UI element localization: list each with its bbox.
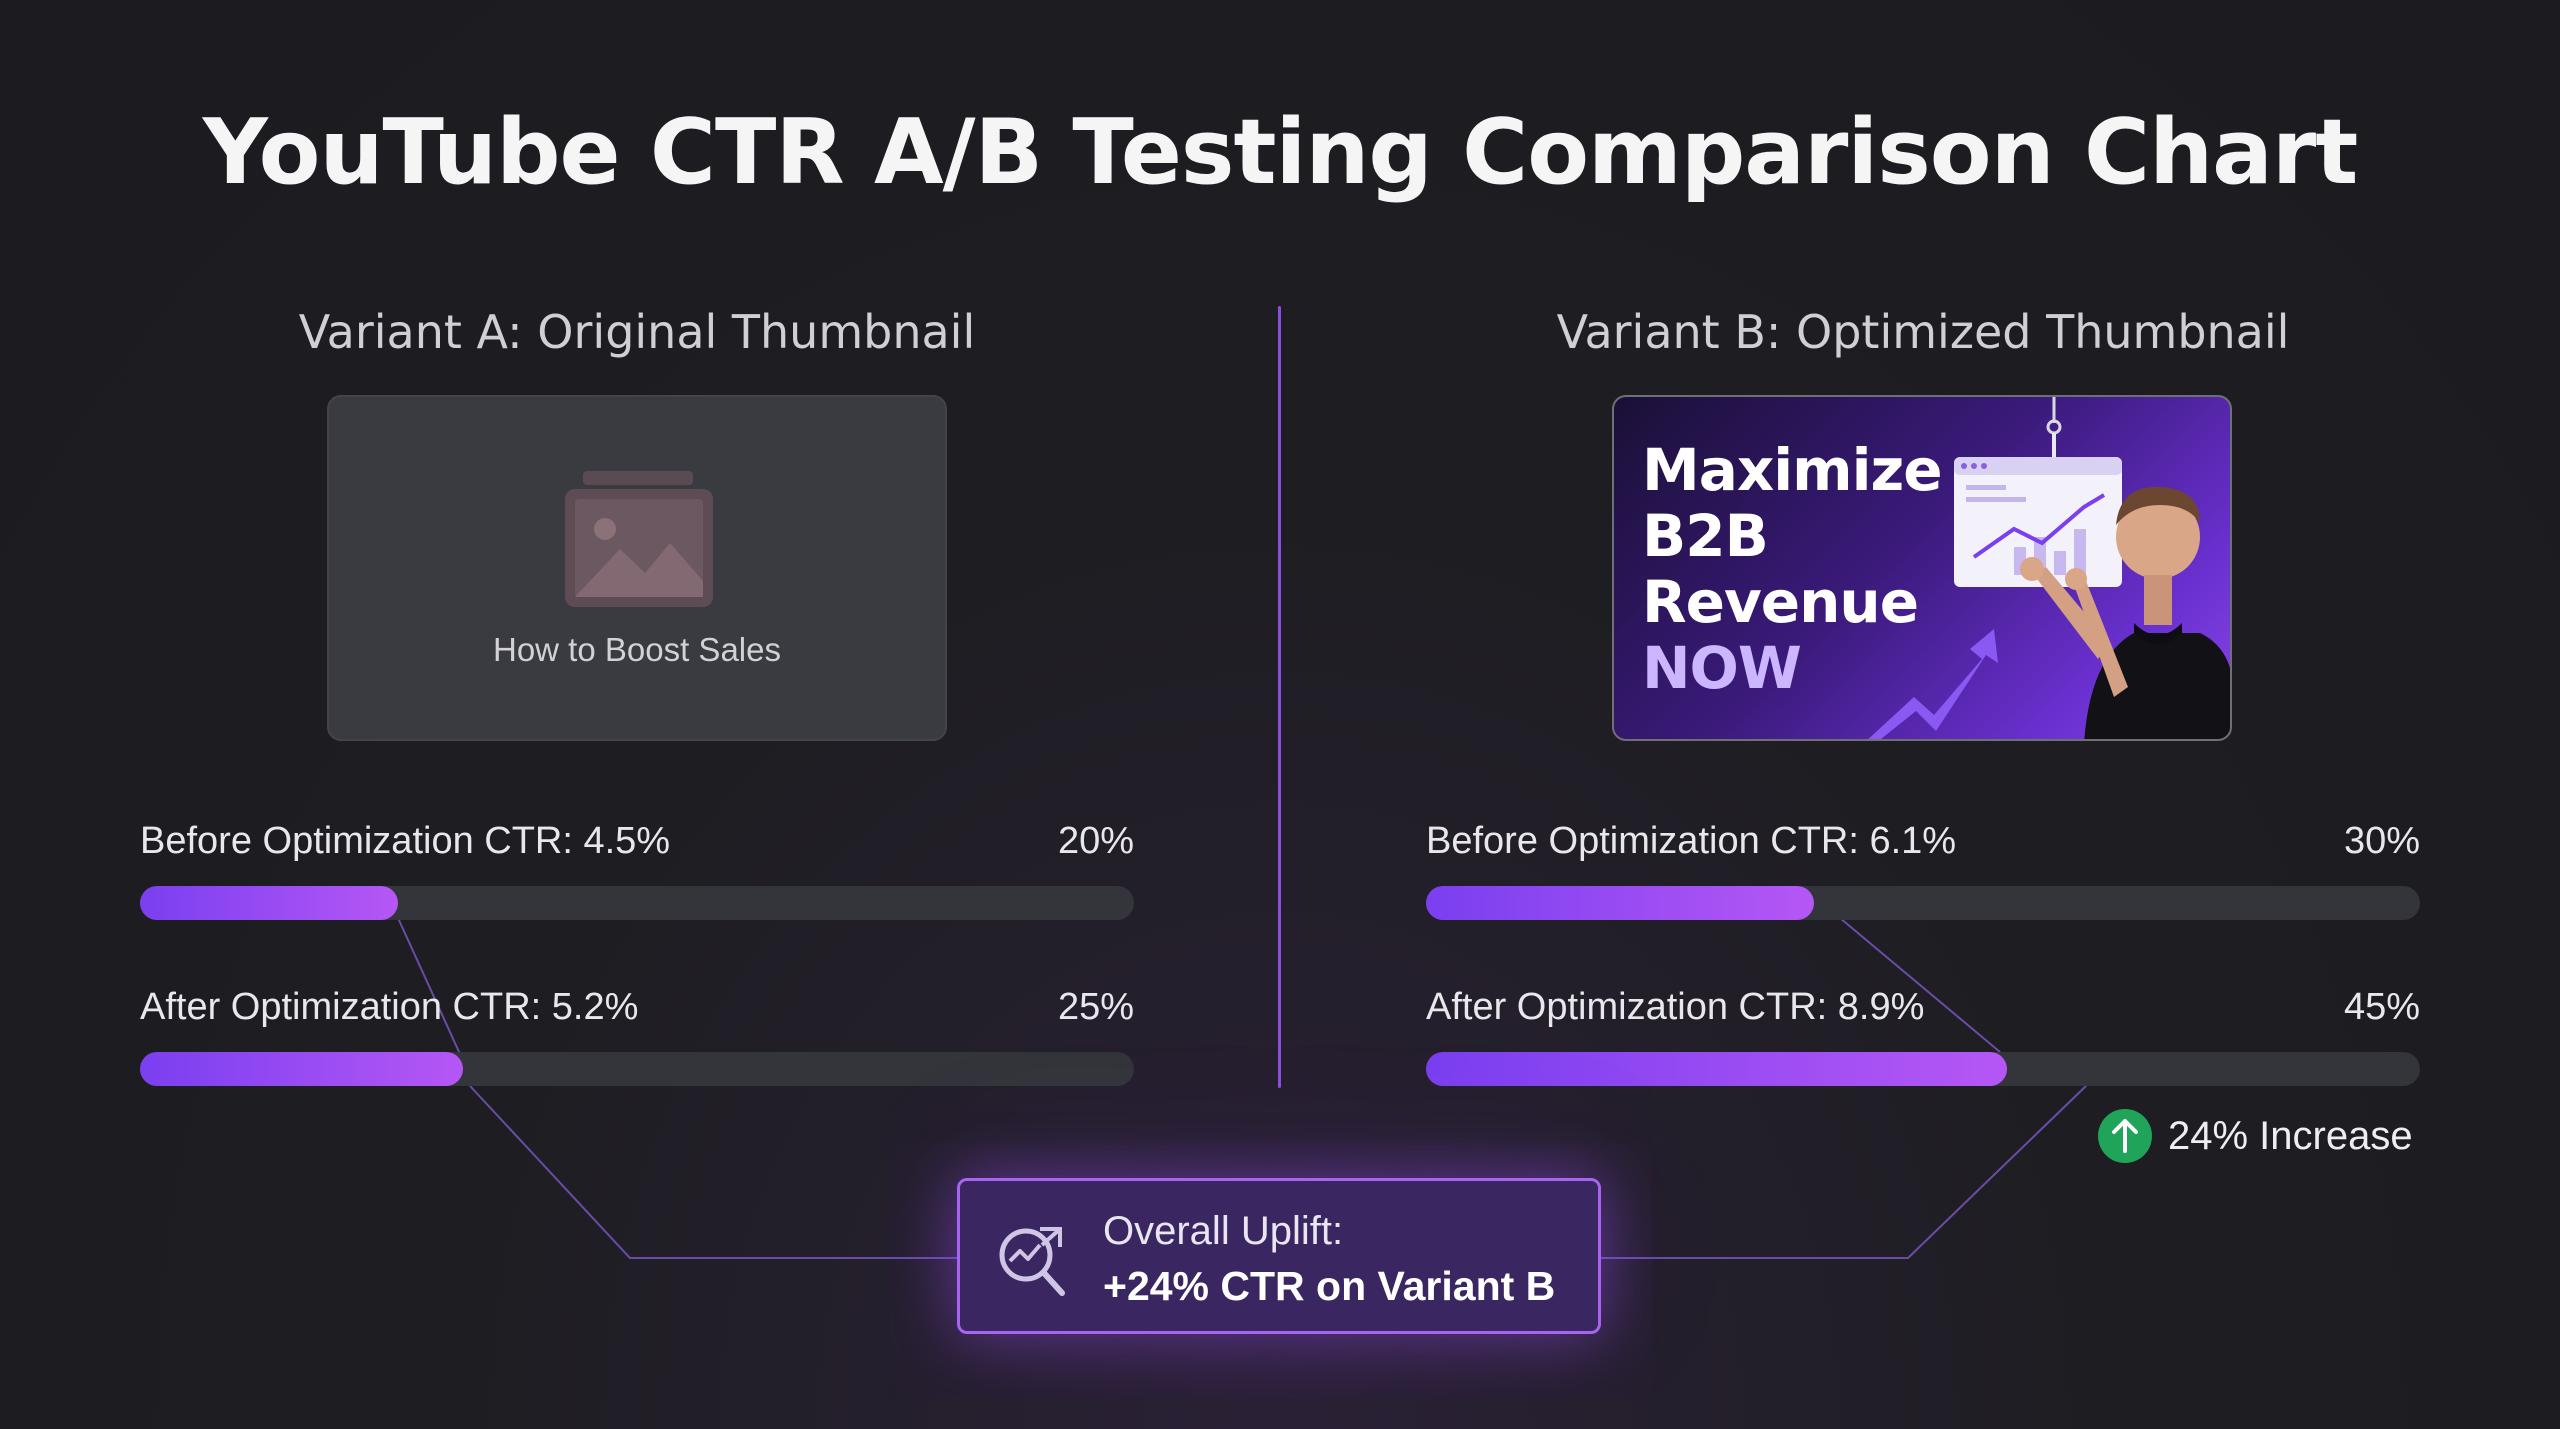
uplift-heading: Overall Uplift:	[1103, 1209, 1344, 1253]
a-after-value: 25%	[1057, 986, 1134, 1028]
b-after-label: After Optimization CTR: 8.9%	[1426, 986, 1925, 1028]
b-after-track	[1426, 1052, 2420, 1086]
connector-a-before	[397, 917, 471, 1077]
connector-b-after	[1601, 1085, 2087, 1259]
image-placeholder-icon	[565, 471, 713, 612]
b-before-track	[1426, 886, 2420, 920]
a-before-label: Before Optimization CTR: 4.5%	[140, 820, 671, 862]
a-after-label: After Optimization CTR: 5.2%	[140, 986, 639, 1028]
thumbnail-text-line-2: B2B	[1642, 502, 1769, 570]
a-after-track	[140, 1052, 1134, 1086]
arrow-up-icon	[2098, 1109, 2152, 1163]
a-before-track	[140, 886, 1134, 920]
variant-a-thumbnail: How to Boost Sales	[327, 395, 947, 741]
variant-a-title: Variant A: Original Thumbnail	[298, 305, 976, 359]
thumbnail-text-line-3: Revenue	[1642, 568, 1919, 636]
thumbnail-caption: How to Boost Sales	[493, 631, 781, 668]
analytics-search-icon	[996, 1221, 1068, 1302]
b-after-bar	[1426, 1052, 2007, 1086]
center-divider	[1278, 306, 1281, 1088]
connector-a-after	[469, 1085, 957, 1259]
chart-title: YouTube CTR A/B Testing Comparison Chart	[202, 100, 2359, 205]
b-before-value: 30%	[2343, 820, 2420, 862]
a-before-value: 20%	[1057, 820, 1134, 862]
increase-label: 24% Increase	[2168, 1113, 2413, 1158]
variant-b-title: Variant B: Optimized Thumbnail	[1556, 305, 2290, 359]
b-before-label: Before Optimization CTR: 6.1%	[1426, 820, 1957, 862]
thumbnail-illustration	[1868, 397, 2230, 739]
overall-uplift-box: Overall Uplift: +24% CTR on Variant B	[957, 1178, 1601, 1334]
thumbnail-text-line-4: NOW	[1642, 634, 1802, 702]
increase-badge: 24% Increase	[2098, 1108, 2413, 1164]
b-after-value: 45%	[2343, 986, 2420, 1028]
connector-b-before	[1839, 917, 2001, 1053]
thumbnail-text-line-1: Maximize	[1642, 436, 1943, 504]
a-after-bar	[140, 1052, 463, 1086]
uplift-value: +24% CTR on Variant B	[1103, 1263, 1556, 1309]
a-before-bar	[140, 886, 398, 920]
b-before-bar	[1426, 886, 1814, 920]
variant-b-thumbnail: Maximize B2B Revenue NOW	[1612, 395, 2232, 741]
